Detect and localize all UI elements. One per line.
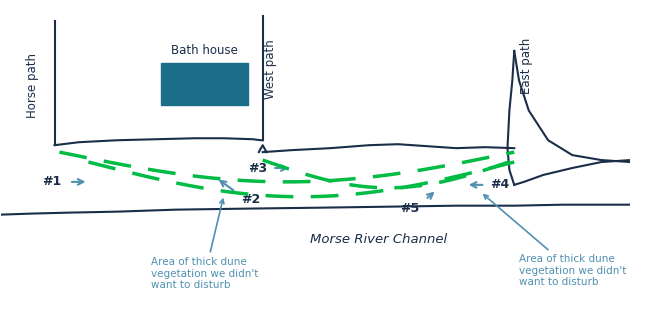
Text: Horse path: Horse path xyxy=(26,53,39,118)
Text: West path: West path xyxy=(264,39,277,99)
Text: #5: #5 xyxy=(400,202,419,215)
Text: Morse River Channel: Morse River Channel xyxy=(310,233,447,246)
Text: #2: #2 xyxy=(241,193,261,206)
Text: Area of thick dune
vegetation we didn't
want to disturb: Area of thick dune vegetation we didn't … xyxy=(151,199,259,290)
Text: Area of thick dune
vegetation we didn't
want to disturb: Area of thick dune vegetation we didn't … xyxy=(484,195,627,288)
Bar xyxy=(161,63,248,104)
Text: #1: #1 xyxy=(42,175,61,188)
Text: East path: East path xyxy=(520,38,533,94)
Text: #4: #4 xyxy=(490,178,510,192)
Text: Bath house: Bath house xyxy=(171,44,238,57)
Text: #3: #3 xyxy=(248,162,268,174)
